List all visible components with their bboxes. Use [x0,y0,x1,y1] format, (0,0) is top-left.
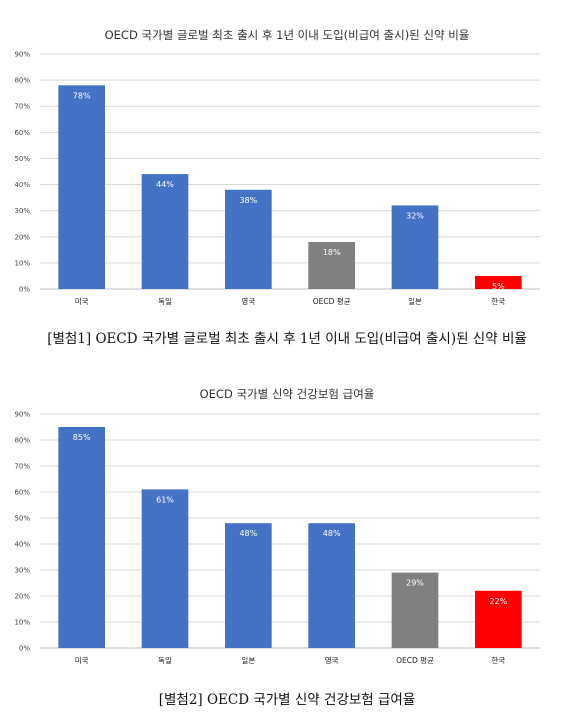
chart-2-data-label: 61% [156,495,174,504]
chart-1-data-label: 78% [73,91,91,100]
chart-1-title: OECD 국가별 글로벌 최초 출시 후 1년 이내 도입(비급여 출시)된 신… [105,28,470,42]
chart-2-title: OECD 국가별 신약 건강보험 급여율 [200,387,375,401]
chart-2-y-tick-label: 80% [14,437,30,445]
chart-1-category-label: OECD 평균 [313,296,351,306]
chart-2-y-tick-label: 0% [19,645,30,653]
chart-1-data-label: 18% [323,248,341,257]
chart-2-y-tick-label: 10% [14,619,30,627]
chart-1-bar [475,275,522,289]
chart-1-category-label: 독일 [158,297,172,306]
chart-1-bar [308,242,355,289]
chart-2-category-label: 한국 [491,656,505,665]
chart-1-data-label: 5% [492,282,505,291]
chart-1-y-tick-label: 20% [14,233,30,241]
chart-2-category-label: 독일 [158,656,172,665]
chart-1-data-label: 38% [239,196,257,205]
chart-2-data-label: 29% [406,579,424,588]
chart-2-bar [141,489,189,648]
chart-1: OECD 국가별 글로벌 최초 출시 후 1년 이내 도입(비급여 출시)된 신… [14,28,540,306]
chart-2-category-label: 영국 [325,655,339,665]
chart-1-y-tick-label: 90% [14,51,30,59]
chart-2-bar [308,523,355,648]
chart-2-bar [225,523,272,648]
chart-2-category-label: 일본 [241,656,255,665]
chart-1-y-tick-label: 60% [14,129,30,137]
chart-2-data-label: 48% [239,529,257,538]
chart-1-data-label: 44% [156,180,174,189]
chart-1-category-label: 일본 [408,297,422,306]
chart-1-bar [58,85,105,289]
chart-1-y-tick-label: 50% [14,155,30,163]
chart-2-caption: [별첨2] OECD 국가별 신약 건강보험 급여율 [158,692,416,708]
chart-1-category-label: 한국 [491,297,505,306]
chart-2: OECD 국가별 신약 건강보험 급여율 0% 10% 20% 30% 40% 50% 60%… [14,387,540,665]
chart-1-bar [225,189,272,289]
chart-2-y-tick-label: 70% [14,463,30,471]
chart-2-bar [58,427,105,648]
chart-1-caption: [별첨1] OECD 국가별 글로벌 최초 출시 후 1년 이내 도입(비급여 … [47,331,527,347]
chart-2-y-tick-label: 30% [14,567,30,575]
chart-2-y-tick-label: 40% [14,541,30,549]
chart-1-y-tick-label: 80% [14,77,30,85]
chart-1-category-label: 영국 [241,296,255,306]
chart-2-y-tick-label: 50% [14,515,30,523]
chart-1-data-label: 32% [406,211,424,220]
chart-2-y-tick-label: 60% [14,489,30,497]
chart-1-y-tick-label: 0% [19,286,30,294]
chart-1-category-label: 미국 [75,297,89,306]
chart-2-category-label: OECD 평균 [396,655,434,665]
chart-1-y-tick-label: 10% [14,259,30,267]
chart-1-y-tick-label: 40% [14,181,30,189]
chart-2-y-tick-label: 90% [14,411,30,419]
chart-2-data-label: 48% [323,529,341,538]
chart-2-category-label: 미국 [75,656,89,665]
chart-2-data-label: 85% [73,433,91,442]
chart-2-bar [475,590,522,648]
chart-1-y-tick-label: 30% [14,207,30,215]
chart-2-y-tick-label: 20% [14,593,30,601]
chart-1-bar [391,205,439,289]
chart-2-data-label: 22% [489,597,507,606]
chart-2-bar [391,572,439,648]
chart-1-bar [141,174,189,289]
chart-1-y-tick-label: 70% [14,103,30,111]
